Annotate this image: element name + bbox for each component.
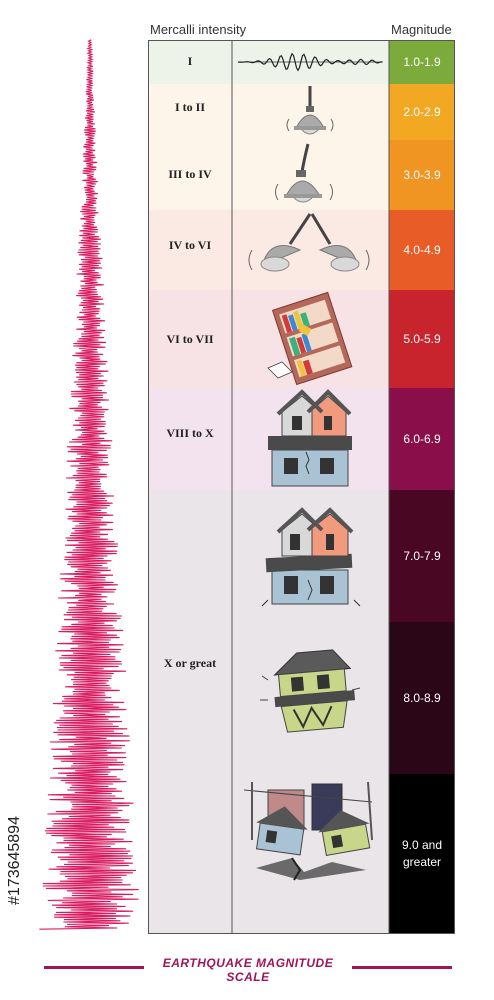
mag-band-8 xyxy=(389,622,455,774)
magnitude-label-9: 9.0 and greater xyxy=(401,838,443,869)
magnitude-label-5: 5.0-5.9 xyxy=(403,331,441,346)
intensity-label-2: I to II xyxy=(174,100,205,114)
magnitude-header: Magnitude xyxy=(391,22,452,37)
mag-band-3 xyxy=(389,140,455,210)
band-2 xyxy=(148,84,389,210)
intensity-table xyxy=(148,40,455,934)
mag-band-9 xyxy=(389,774,455,934)
mag-band-6 xyxy=(389,388,455,490)
collapsing-house-icon xyxy=(260,649,361,733)
magnitude-label-7: 7.0-7.9 xyxy=(403,548,441,563)
cracked-house-icon xyxy=(268,389,352,487)
footer-title: EARTHQUAKE MAGNITUDE SCALE xyxy=(162,956,334,984)
intensity-label-3: III to IV xyxy=(168,167,212,181)
magnitude-label-6: 6.0-6.9 xyxy=(403,431,441,446)
magnitude-label-2: 2.0-2.9 xyxy=(403,104,441,119)
mag-band-1 xyxy=(389,40,455,84)
intensity-label-1: I xyxy=(187,54,193,68)
destroyed-city-icon xyxy=(243,781,373,881)
mag-band-5 xyxy=(389,290,455,388)
hanging-lamp-icon xyxy=(286,86,334,135)
stock-id-label: #173645894 xyxy=(6,816,23,905)
intensity-label-5: VI to VII xyxy=(166,332,214,346)
footer-rule-left xyxy=(44,966,144,969)
seismograph-wave-icon xyxy=(237,52,383,72)
swinging-lamp-icon xyxy=(275,143,333,203)
mag-band-4 xyxy=(389,210,455,290)
magnitude-label-4: 4.0-4.9 xyxy=(403,242,441,257)
magnitude-label-3: 3.0-3.9 xyxy=(403,167,441,182)
magnitude-label-8: 8.0-8.9 xyxy=(403,690,441,705)
seismogram-graphic xyxy=(39,39,139,930)
band-4 xyxy=(148,290,389,388)
magnitude-label-1: 1.0-1.9 xyxy=(403,54,441,69)
falling-bookshelf-icon xyxy=(267,291,353,386)
intensity-label-4: IV to VI xyxy=(168,238,212,252)
damaged-house-icon xyxy=(261,507,361,607)
intensity-header: Mercalli intensity xyxy=(150,22,247,37)
mag-band-2 xyxy=(389,84,455,140)
footer-rule-right xyxy=(352,966,452,969)
two-swinging-lamps-icon xyxy=(248,213,370,272)
intensity-label-7: X or great xyxy=(163,656,217,670)
mag-band-7 xyxy=(389,490,455,622)
intensity-label-6: VIII to X xyxy=(166,426,214,440)
